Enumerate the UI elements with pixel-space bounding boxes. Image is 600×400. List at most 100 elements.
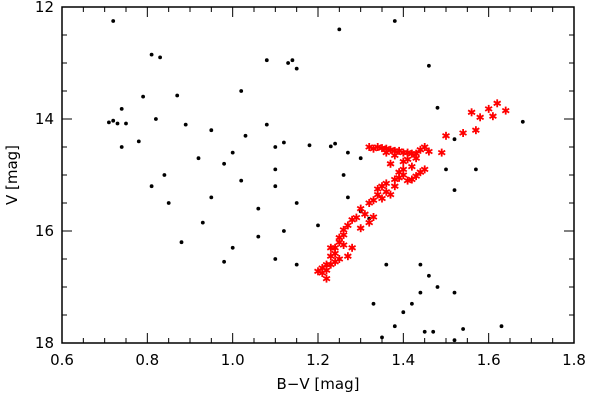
highlighted-star-point	[369, 213, 378, 221]
data-point	[149, 184, 154, 189]
data-point	[183, 122, 188, 127]
data-point	[107, 120, 111, 125]
highlighted-star-point	[467, 108, 476, 117]
data-point	[341, 173, 346, 177]
data-point	[239, 178, 244, 183]
highlighted-star-point	[343, 221, 352, 230]
axis-ticks	[61, 6, 575, 344]
y-axis-label: V [mag]	[3, 145, 21, 205]
data-point	[230, 150, 235, 155]
data-point	[196, 156, 201, 161]
data-point	[346, 195, 350, 200]
x-tick-label: 1.0	[221, 351, 245, 369]
highlighted-star-point	[412, 154, 421, 163]
y-tick-label: 14	[35, 110, 54, 128]
highlighted-star-point	[437, 148, 446, 157]
data-point	[418, 290, 423, 295]
data-point	[427, 273, 431, 278]
data-point	[256, 206, 261, 211]
data-point	[273, 167, 278, 172]
data-point	[111, 19, 116, 23]
highlighted-star-point	[361, 210, 369, 219]
highlighted-star-point	[382, 187, 391, 196]
highlighted-star-point	[476, 113, 485, 122]
data-point	[273, 257, 278, 261]
data-point	[286, 61, 290, 65]
data-point	[119, 145, 124, 149]
x-tick-label: 1.6	[477, 351, 501, 369]
highlighted-star-point	[331, 249, 339, 258]
data-point	[401, 310, 406, 315]
data-point	[273, 145, 278, 149]
data-point	[141, 94, 146, 99]
data-point	[380, 335, 384, 340]
data-point	[346, 150, 350, 155]
data-point	[427, 63, 431, 68]
data-point	[264, 58, 269, 63]
plot-frame	[61, 6, 575, 344]
data-point	[149, 52, 154, 57]
data-point	[209, 128, 214, 133]
data-point	[290, 58, 295, 63]
data-point	[124, 121, 128, 126]
data-point	[243, 133, 248, 138]
data-point	[200, 220, 205, 225]
scatter-points	[107, 19, 525, 343]
data-point	[209, 195, 214, 200]
data-point	[461, 327, 465, 331]
highlighted-star-point	[356, 224, 365, 233]
highlighted-star-point	[420, 143, 429, 151]
data-point	[435, 285, 440, 289]
data-point	[294, 201, 299, 205]
highlighted-star-point	[326, 260, 335, 269]
data-point	[418, 262, 423, 267]
data-point	[154, 117, 158, 121]
data-point	[282, 229, 286, 233]
x-tick-label: 0.8	[135, 351, 159, 369]
highlighted-star-point	[348, 243, 357, 252]
highlighted-star-point	[399, 148, 408, 157]
highlighted-star-point	[318, 264, 327, 272]
highlighted-star-point	[425, 147, 433, 156]
data-point	[166, 201, 171, 205]
data-point	[294, 262, 299, 267]
data-point	[136, 139, 141, 144]
data-point	[499, 324, 504, 329]
highlighted-star-point	[326, 252, 335, 261]
data-point	[431, 329, 436, 334]
highlighted-star-point	[459, 129, 467, 137]
highlighted-star-point	[395, 168, 403, 177]
data-point	[328, 144, 333, 149]
highlighted-star-point	[407, 149, 416, 158]
highlighted-star-point	[343, 252, 352, 261]
data-point	[222, 259, 227, 264]
data-point	[119, 107, 124, 111]
data-point	[162, 173, 167, 177]
data-point	[333, 141, 337, 146]
data-point	[256, 234, 261, 239]
highlighted-star-point	[390, 182, 399, 191]
highlighted-star-point	[356, 204, 365, 213]
highlighted-star-point	[373, 190, 382, 199]
highlighted-star-point	[326, 243, 335, 252]
data-point	[307, 143, 312, 148]
highlighted-star-point	[403, 176, 412, 185]
y-tick-label: 18	[35, 334, 54, 352]
data-point	[520, 119, 525, 124]
data-point	[316, 223, 320, 228]
x-axis-label: B−V [mag]	[277, 375, 360, 393]
data-point	[435, 105, 440, 110]
data-point	[337, 27, 342, 32]
data-point	[452, 188, 457, 193]
highlighted-star-point	[407, 162, 416, 171]
data-point	[111, 118, 116, 123]
highlighted-star-point	[501, 106, 510, 115]
highlighted-star-point	[378, 182, 386, 191]
highlighted-star-point	[390, 175, 399, 184]
data-point	[175, 93, 180, 98]
highlighted-star-point	[382, 179, 391, 188]
highlighted-star-point	[420, 165, 429, 174]
highlighted-star-point	[322, 274, 331, 283]
tick-labels: 0.6 0.8 1.0 1.2 1.4 1.6 1.8 12 14 16 18	[35, 0, 586, 369]
